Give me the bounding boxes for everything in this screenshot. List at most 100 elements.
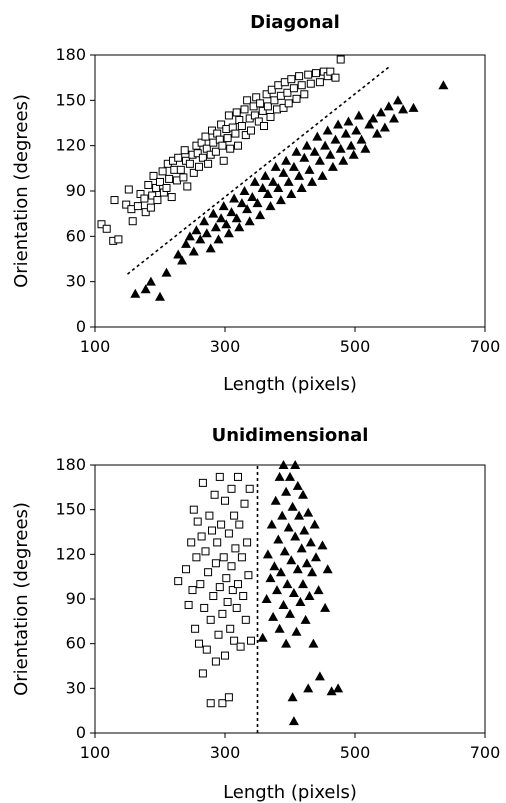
data-point-triangle bbox=[281, 155, 292, 165]
data-point-triangle bbox=[309, 146, 320, 156]
data-point-square bbox=[240, 105, 249, 114]
data-point-triangle bbox=[286, 189, 297, 199]
tick-layer: 100 300 500 700 0 30 60 90 120 150 180 bbox=[55, 45, 500, 356]
data-point-triangle bbox=[188, 246, 199, 256]
data-point-square bbox=[274, 81, 283, 90]
data-point-triangle bbox=[221, 219, 232, 229]
data-point-square bbox=[114, 235, 123, 244]
data-point-square bbox=[174, 577, 183, 586]
data-point-triangle bbox=[288, 716, 299, 726]
data-point-triangle bbox=[270, 161, 281, 171]
data-point-square bbox=[283, 88, 292, 97]
data-point-square bbox=[208, 526, 216, 535]
data-point-square bbox=[263, 102, 272, 111]
data-point-square bbox=[144, 180, 153, 189]
data-point-triangle bbox=[311, 552, 321, 562]
data-point-triangle bbox=[309, 519, 320, 529]
data-point-triangle bbox=[285, 608, 295, 618]
data-point-triangle bbox=[322, 564, 333, 574]
data-point-square bbox=[254, 117, 263, 126]
data-point-triangle bbox=[210, 222, 221, 232]
data-point-square bbox=[230, 636, 239, 645]
data-point-square bbox=[193, 149, 202, 158]
data-point-square bbox=[222, 574, 231, 583]
data-point-square bbox=[228, 586, 237, 595]
data-point-triangle bbox=[275, 567, 286, 577]
y-tick-label: 0 bbox=[76, 723, 86, 742]
data-point-triangle bbox=[262, 189, 273, 199]
data-point-triangle bbox=[287, 692, 298, 702]
data-point-triangle bbox=[279, 546, 290, 556]
data-point-square bbox=[176, 165, 185, 174]
data-point-square bbox=[195, 162, 203, 171]
data-point-square bbox=[204, 568, 213, 577]
data-point-square bbox=[191, 624, 200, 633]
data-point-triangle bbox=[294, 510, 305, 520]
data-point-triangle bbox=[252, 198, 263, 208]
data-point-triangle bbox=[296, 543, 307, 553]
data-point-square bbox=[241, 131, 250, 140]
data-point-triangle bbox=[290, 460, 301, 469]
data-point-triangle bbox=[348, 149, 359, 159]
data-point-triangle bbox=[173, 249, 184, 259]
data-point-square bbox=[158, 167, 167, 176]
data-point-square bbox=[206, 615, 215, 624]
data-point-square bbox=[211, 657, 220, 666]
data-point-triangle bbox=[191, 225, 202, 235]
data-point-square bbox=[249, 102, 258, 111]
data-point-triangle bbox=[283, 176, 294, 186]
data-point-triangle bbox=[353, 110, 364, 120]
data-point-triangle bbox=[234, 222, 245, 232]
data-point-square bbox=[218, 609, 227, 618]
data-point-triangle bbox=[296, 182, 307, 192]
data-point-square bbox=[243, 96, 252, 105]
data-point-triangle bbox=[205, 243, 216, 253]
data-point-triangle bbox=[242, 204, 253, 214]
data-point-square bbox=[196, 580, 205, 589]
data-point-square bbox=[241, 615, 250, 624]
data-point-square bbox=[133, 202, 142, 211]
data-point-square bbox=[215, 472, 224, 481]
data-point-square bbox=[297, 81, 306, 90]
data-point-square bbox=[227, 562, 236, 571]
data-point-square bbox=[128, 217, 137, 226]
data-point-square bbox=[287, 75, 296, 84]
data-point-triangle bbox=[327, 161, 338, 171]
data-point-square bbox=[211, 559, 220, 568]
data-point-square bbox=[148, 191, 157, 200]
data-point-triangle bbox=[268, 611, 279, 621]
data-point-triangle bbox=[278, 460, 289, 469]
data-point-triangle bbox=[330, 134, 341, 144]
data-point-triangle bbox=[288, 161, 299, 171]
data-point-triangle bbox=[438, 80, 449, 90]
data-point-square bbox=[185, 159, 194, 168]
data-point-square bbox=[315, 78, 324, 87]
data-point-square bbox=[140, 194, 149, 203]
data-point-square bbox=[179, 173, 188, 182]
data-point-square bbox=[183, 182, 192, 191]
data-point-square bbox=[279, 103, 288, 112]
data-point-square bbox=[245, 484, 254, 493]
data-point-triangle bbox=[257, 632, 268, 642]
data-point-triangle bbox=[213, 234, 224, 244]
y-tick-label: 90 bbox=[66, 181, 86, 200]
data-point-triangle bbox=[313, 585, 324, 595]
data-point-square bbox=[198, 478, 207, 487]
y-tick-label: 90 bbox=[66, 589, 86, 608]
data-point-square bbox=[195, 639, 203, 648]
data-point-triangle bbox=[286, 555, 297, 565]
data-point-triangle bbox=[278, 167, 289, 177]
data-point-triangle bbox=[239, 186, 250, 195]
data-point-square bbox=[237, 553, 246, 562]
x-tick-label: 100 bbox=[80, 337, 111, 356]
data-point-square bbox=[153, 196, 162, 205]
data-point-square bbox=[224, 529, 233, 538]
data-point-square bbox=[276, 91, 285, 100]
data-point-triangle bbox=[356, 134, 367, 144]
data-point-square bbox=[201, 547, 210, 556]
data-point-square bbox=[239, 592, 248, 601]
data-point-square bbox=[210, 490, 219, 499]
data-point-square bbox=[124, 185, 133, 194]
data-point-square bbox=[198, 669, 207, 678]
data-point-triangle bbox=[273, 182, 284, 192]
